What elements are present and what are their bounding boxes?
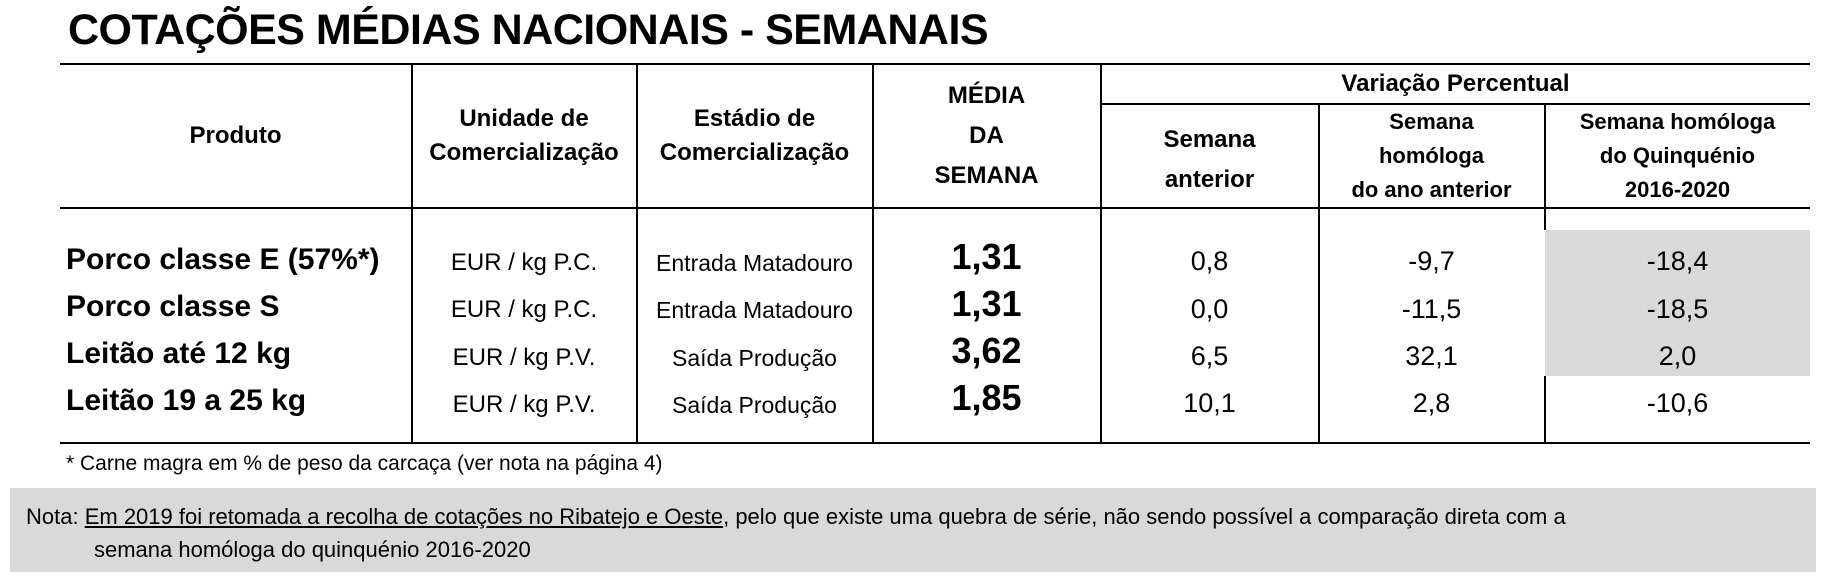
table-row-4-media: 1,85 <box>951 377 1022 418</box>
table-row-1-homologa-quinquenio: -18,4 <box>1646 245 1709 276</box>
table-row-1-produto: Porco classe E (57%*) <box>66 243 380 276</box>
table-row-2-homologa-quinquenio: -18,5 <box>1646 293 1709 324</box>
col-divider <box>411 63 413 443</box>
header-homologa-ano: Semana homóloga do ano anterior <box>1351 109 1512 202</box>
header-estadio: Estádio de Comercialização <box>659 105 850 166</box>
table-row-3-homologa-quinquenio: 2,0 <box>1658 340 1697 371</box>
note-underlined-text: Em 2019 foi retomada a recolha de cotaçõ… <box>84 504 724 529</box>
table-row-1-homologa-ano: -9,7 <box>1408 245 1455 276</box>
table-row-4-homologa-ano: 2,8 <box>1412 387 1451 418</box>
table-row-3-unidade: EUR / kg P.V. <box>452 344 596 371</box>
col-divider <box>872 63 874 443</box>
table-row-4-estadio: Saída Produção <box>672 391 837 418</box>
note-text: Nota: Em 2019 foi retomada a recolha de … <box>26 500 1566 566</box>
table-row-4-produto: Leitão 19 a 25 kg <box>66 384 307 417</box>
table-row-2-semana-anterior: 0,0 <box>1190 293 1229 324</box>
col-divider <box>1544 376 1546 443</box>
table-top-border <box>60 63 1810 65</box>
quinq-shade <box>1545 230 1810 376</box>
table-row-4-semana-anterior: 10,1 <box>1183 387 1236 418</box>
table-row-2-produto: Porco classe S <box>66 290 280 323</box>
page-title: COTAÇÕES MÉDIAS NACIONAIS - SEMANAIS <box>68 6 989 54</box>
header-media: MÉDIA DA SEMANA <box>934 82 1039 189</box>
header-bottom-border <box>60 207 1810 209</box>
table-row-2-homologa-ano: -11,5 <box>1401 293 1462 324</box>
col-divider <box>1318 103 1320 443</box>
table-row-1-media: 1,31 <box>951 236 1022 277</box>
col-divider <box>636 63 638 443</box>
header-variacao: Variação Percentual <box>1341 70 1570 97</box>
header-homologa-quinquenio: Semana homóloga do Quinquénio 2016-2020 <box>1579 109 1776 202</box>
table-row-1-semana-anterior: 0,8 <box>1190 245 1229 276</box>
note-rest: , pelo que existe uma quebra de série, n… <box>723 504 1566 529</box>
col-divider <box>1544 103 1546 230</box>
table-row-4-homologa-quinquenio: -10,6 <box>1646 387 1709 418</box>
header-semana-anterior: Semana anterior <box>1163 126 1256 193</box>
table-row-3-homologa-ano: 32,1 <box>1405 340 1458 371</box>
table-row-3-produto: Leitão até 12 kg <box>66 337 292 370</box>
variacao-underline <box>1100 103 1810 105</box>
table-row-1-unidade: EUR / kg P.C. <box>450 249 598 276</box>
table-row-2-estadio: Entrada Matadouro <box>656 296 853 323</box>
header-unidade: Unidade de Comercialização <box>429 105 619 166</box>
table-row-3-semana-anterior: 6,5 <box>1190 340 1229 371</box>
table-row-4-unidade: EUR / kg P.V. <box>452 391 596 418</box>
col-divider <box>1100 63 1102 443</box>
footnote: * Carne magra em % de peso da carcaça (v… <box>66 452 663 475</box>
table-row-2-unidade: EUR / kg P.C. <box>450 296 598 323</box>
note-box <box>10 488 1816 572</box>
table-row-1-estadio: Entrada Matadouro <box>656 249 853 276</box>
note-line-2: semana homóloga do quinquénio 2016-2020 <box>94 537 531 562</box>
table-row-2-media: 1,31 <box>951 283 1022 324</box>
header-produto: Produto <box>189 122 282 149</box>
table-bottom-border <box>60 442 1810 444</box>
table-row-3-media: 3,62 <box>951 330 1022 371</box>
note-prefix: Nota: <box>26 504 85 529</box>
table-row-3-estadio: Saída Produção <box>672 344 837 371</box>
